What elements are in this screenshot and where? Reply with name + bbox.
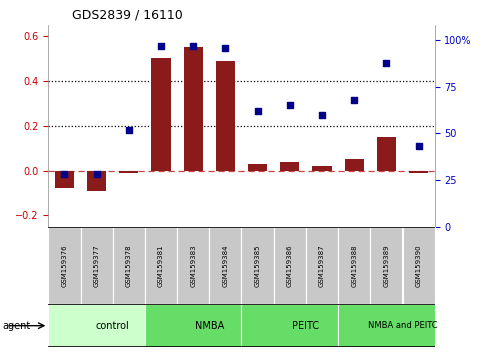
Text: GSM159389: GSM159389 (384, 244, 389, 287)
Bar (338, 304, 435, 347)
Point (254, 108, 261, 114)
Text: GSM159384: GSM159384 (222, 244, 228, 287)
Text: PEITC: PEITC (292, 321, 319, 331)
Bar (338, 227, 370, 304)
Text: control: control (96, 321, 129, 331)
Bar (184, 47, 203, 171)
Point (318, 112, 326, 118)
Bar (48, 227, 81, 304)
Bar (113, 227, 145, 304)
Point (157, 43, 165, 49)
Text: GSM159381: GSM159381 (158, 244, 164, 287)
Point (125, 127, 133, 132)
Point (222, 45, 229, 51)
Bar (280, 161, 299, 171)
Text: GSM159390: GSM159390 (415, 244, 422, 287)
Text: GDS2839 / 16110: GDS2839 / 16110 (72, 8, 183, 21)
Bar (248, 164, 267, 171)
Bar (370, 227, 402, 304)
Bar (274, 227, 306, 304)
Text: NMBA and PEITC: NMBA and PEITC (368, 321, 437, 330)
Bar (216, 61, 235, 171)
Bar (87, 171, 106, 191)
Bar (145, 304, 242, 347)
Text: GSM159383: GSM159383 (190, 244, 196, 287)
Bar (377, 137, 396, 171)
Bar (55, 171, 74, 188)
Bar (402, 227, 435, 304)
Bar (409, 171, 428, 173)
Text: NMBA: NMBA (195, 321, 224, 331)
Point (60, 172, 68, 177)
Bar (119, 171, 139, 173)
Bar (313, 166, 332, 171)
Bar (151, 58, 170, 171)
Text: GSM159385: GSM159385 (255, 244, 261, 287)
Bar (344, 159, 364, 171)
Bar (242, 227, 274, 304)
Point (383, 60, 390, 65)
Text: GSM159386: GSM159386 (287, 244, 293, 287)
Bar (306, 227, 338, 304)
Bar (242, 304, 338, 347)
Point (93, 172, 100, 177)
Text: agent: agent (2, 321, 30, 331)
Text: GSM159378: GSM159378 (126, 244, 132, 287)
Text: GSM159376: GSM159376 (61, 244, 68, 287)
Point (286, 103, 294, 108)
Bar (177, 227, 209, 304)
Point (415, 144, 423, 149)
Bar (145, 227, 177, 304)
Bar (48, 304, 145, 347)
Point (189, 43, 197, 49)
Text: GSM159377: GSM159377 (94, 244, 99, 287)
Bar (81, 227, 113, 304)
Bar (209, 227, 242, 304)
Point (350, 97, 358, 103)
Text: GSM159387: GSM159387 (319, 244, 325, 287)
Text: GSM159388: GSM159388 (351, 244, 357, 287)
